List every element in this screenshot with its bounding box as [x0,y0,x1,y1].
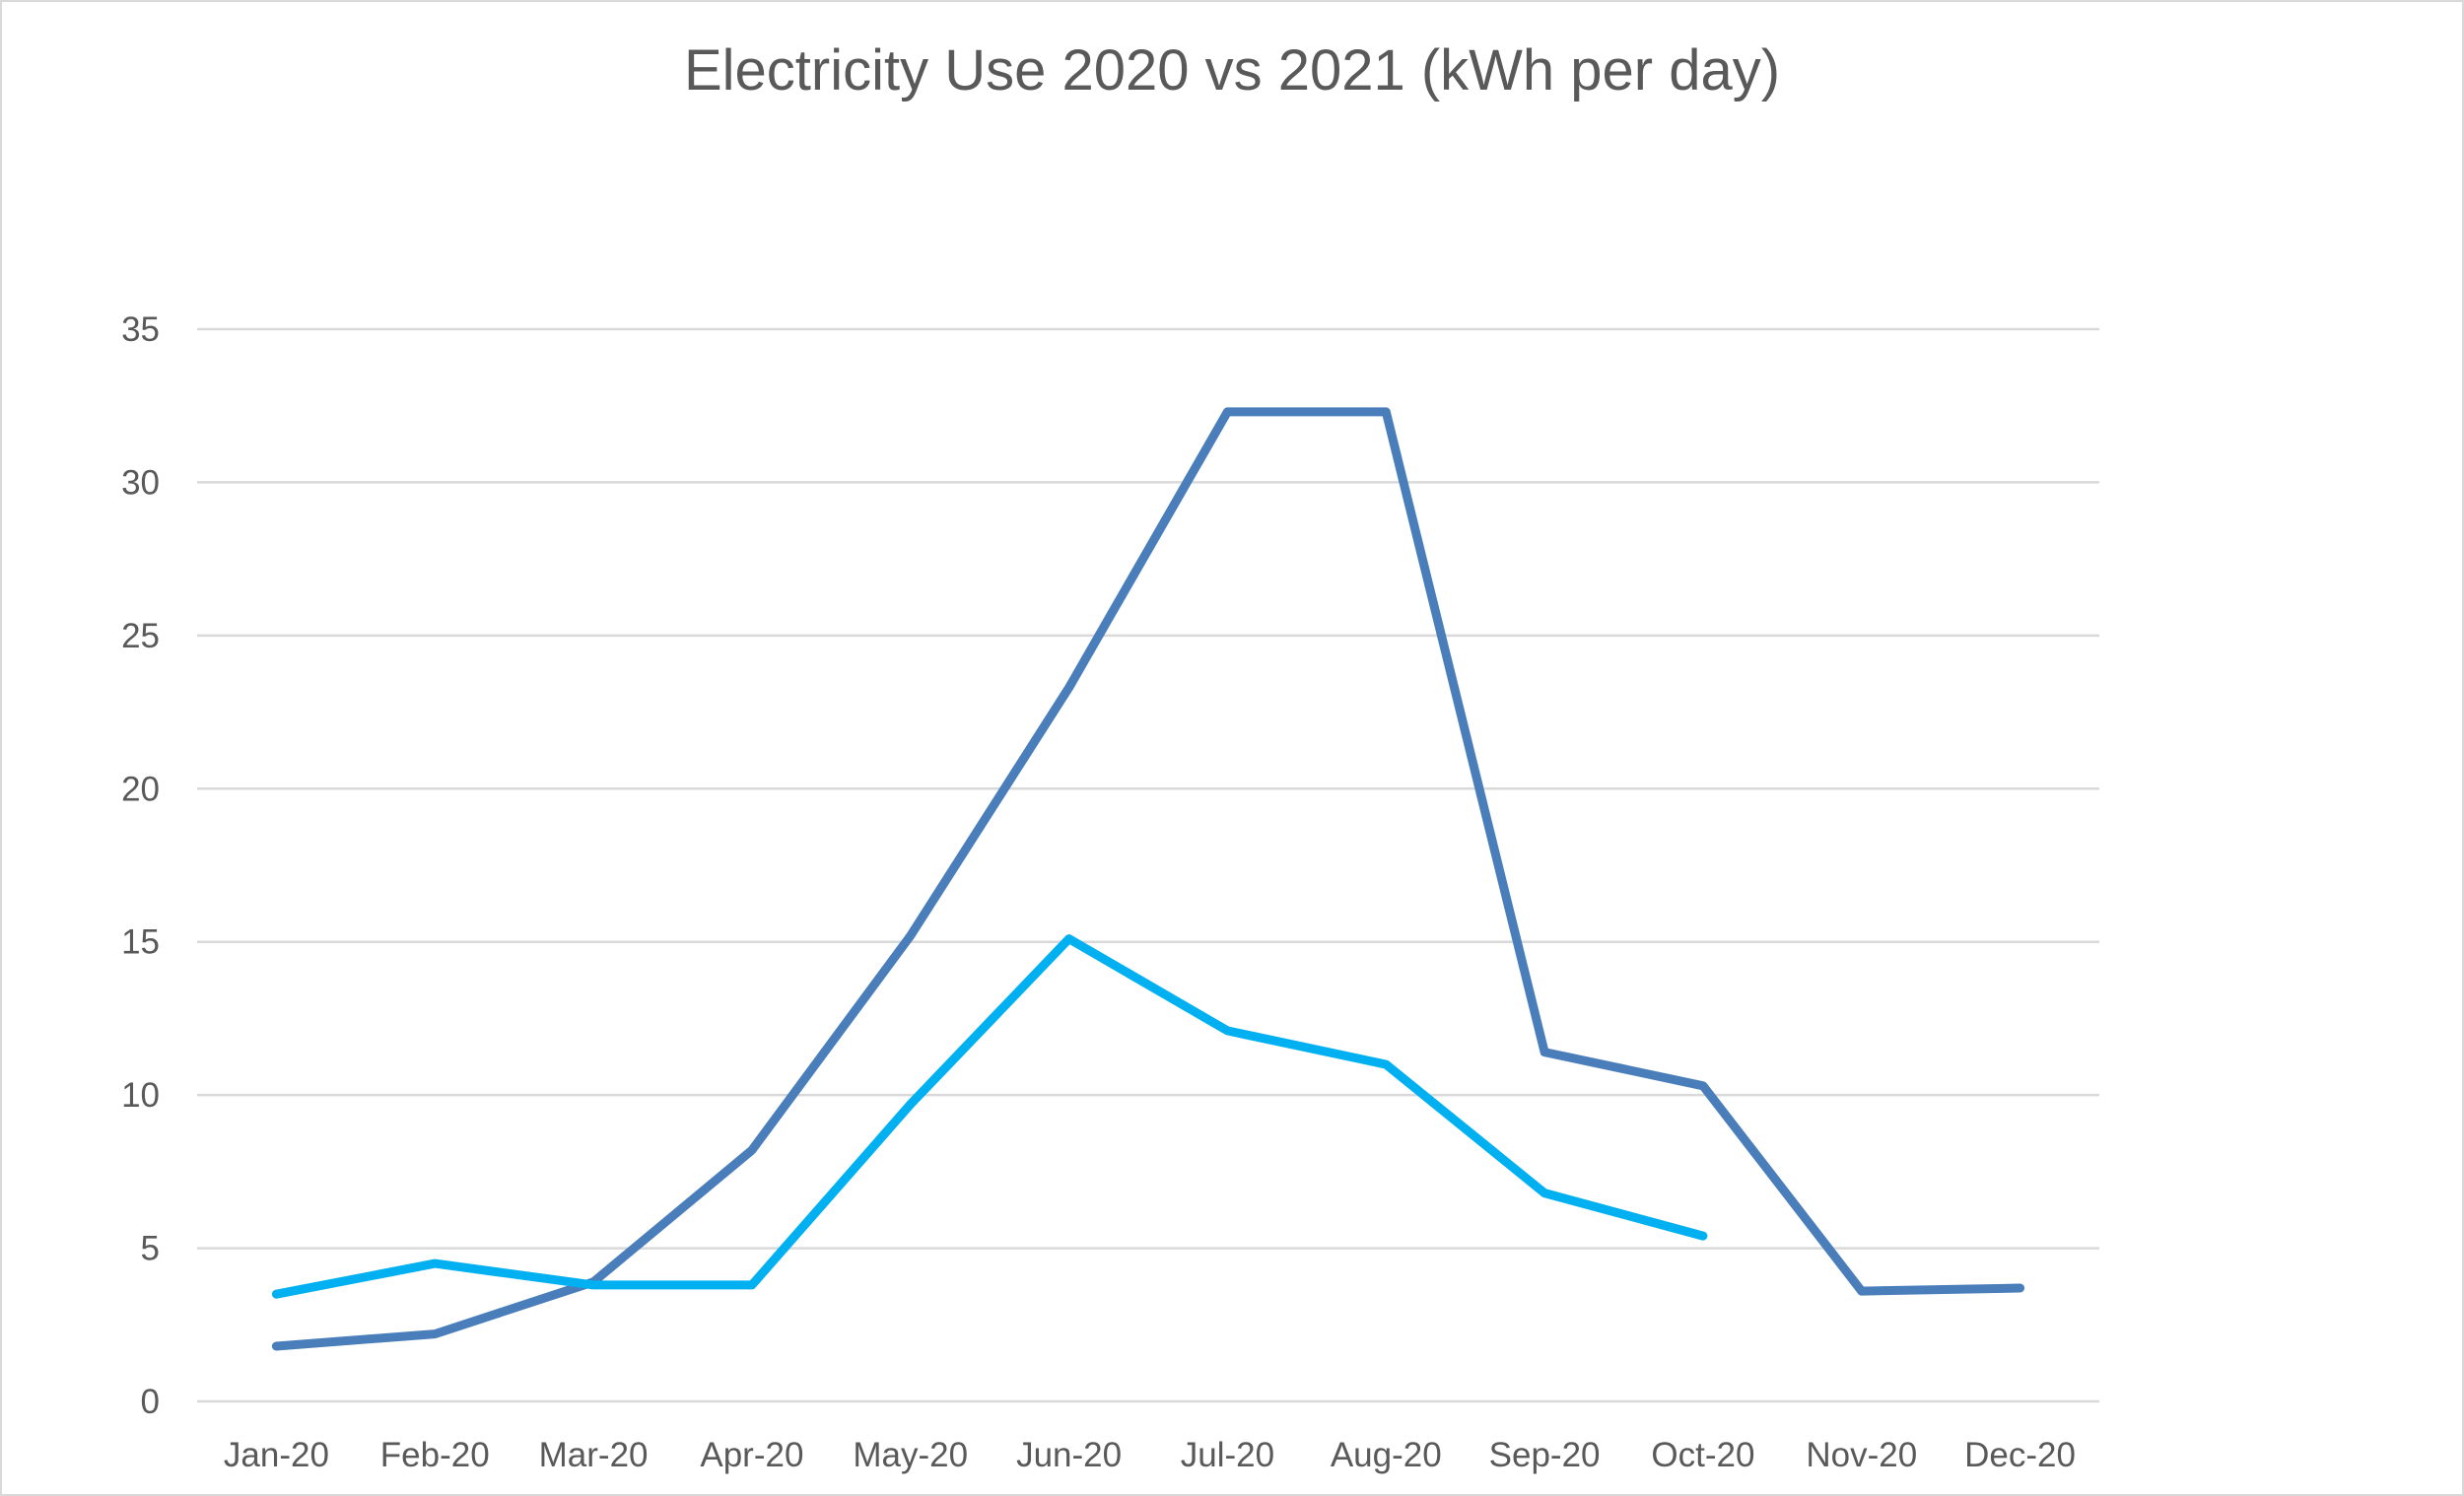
y-tick-label: 15 [121,923,160,962]
x-tick-label: Sep-20 [1489,1436,1601,1474]
x-tick-label: Aug-20 [1331,1436,1442,1474]
series-line-1 [271,407,2025,1351]
y-tick-label: 20 [121,770,160,808]
x-tick-label: Oct-20 [1651,1436,1754,1474]
y-tick-label: 30 [121,463,160,502]
y-tick-label: 0 [141,1383,160,1421]
x-tick-label: Jul-20 [1181,1436,1274,1474]
x-tick-label: Jan-20 [224,1436,329,1474]
y-tick-label: 25 [121,617,160,655]
x-tick-label: Mar-20 [539,1436,649,1474]
chart-title: Electricity Use 2020 vs 2021 (kWh per da… [683,38,1781,102]
y-tick-label: 5 [141,1230,160,1268]
x-tick-label: Apr-20 [700,1436,803,1474]
x-tick-label: Feb-20 [380,1436,490,1474]
x-tick-label: May-20 [853,1436,968,1474]
y-axis-ticks: 0 5 10 15 20 25 30 35 [121,310,160,1421]
series-line-2 [271,934,1708,1299]
y-tick-label: 35 [121,310,160,349]
x-tick-label: Nov-20 [1806,1436,1917,1474]
x-tick-label: Jun-20 [1016,1436,1122,1474]
gridlines [197,327,2099,1403]
x-axis-ticks: Jan-20 Feb-20 Mar-20 Apr-20 May-20 Jun-20 Jul-… [224,1436,2076,1474]
y-tick-label: 10 [121,1076,160,1115]
x-tick-label: Dec-20 [1964,1436,2076,1474]
series-lines [271,407,2025,1351]
